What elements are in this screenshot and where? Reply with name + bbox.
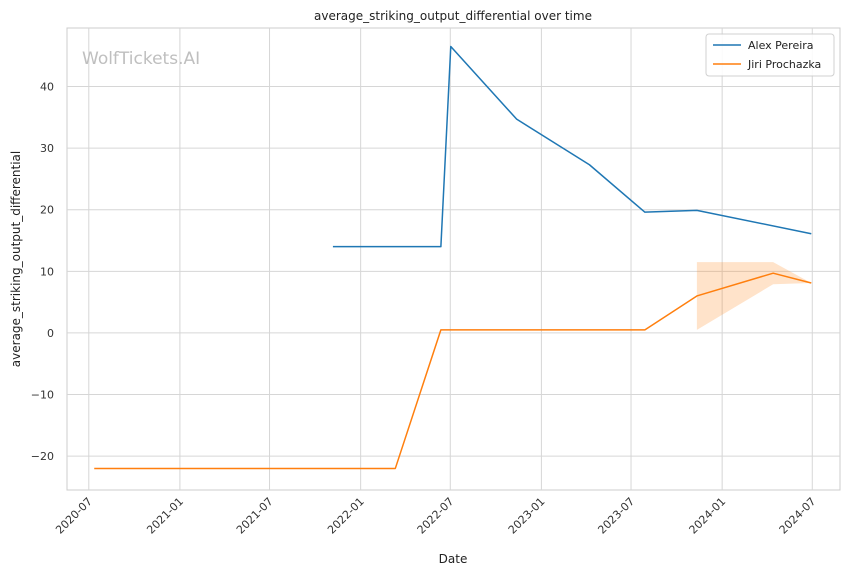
confidence-bands	[696, 262, 812, 330]
x-tick-label: 2023-01	[506, 495, 548, 537]
legend-label-alex-pereira: Alex Pereira	[748, 39, 814, 52]
confidence-band	[696, 262, 812, 330]
y-tick-label: 20	[40, 204, 54, 217]
x-axis-title: Date	[439, 552, 468, 566]
watermark: WolfTickets.AI	[82, 49, 200, 69]
y-tick-label: 30	[40, 142, 54, 155]
y-tick-label: 0	[47, 327, 54, 340]
y-tick-label: 40	[40, 81, 54, 94]
legend: Alex Pereira Jiri Prochazka	[705, 33, 835, 77]
legend-label-jiri-prochazka: Jiri Prochazka	[747, 58, 821, 71]
y-tick-label: 10	[40, 265, 54, 278]
series-lines	[94, 45, 812, 470]
y-tick-label: −10	[31, 389, 54, 402]
grid-lines	[67, 28, 840, 490]
x-tick-label: 2023-07	[595, 495, 637, 537]
x-tick-label: 2022-07	[415, 495, 457, 537]
x-tick-label: 2022-01	[325, 495, 367, 537]
x-tick-label: 2024-01	[687, 495, 729, 537]
x-tick-label: 2020-07	[53, 495, 95, 537]
y-tick-labels: −20 −10 0 10 20 30 40	[31, 81, 54, 464]
x-tick-label: 2024-07	[777, 495, 819, 537]
series-line	[332, 45, 812, 248]
x-tick-label: 2021-07	[234, 495, 276, 537]
x-tick-label: 2021-01	[144, 495, 186, 537]
chart-title: average_striking_output_differential ove…	[314, 9, 592, 23]
y-axis-title: average_striking_output_differential	[9, 151, 23, 367]
x-tick-labels: 2020-07 2021-01 2021-07 2022-01 2022-07 2023-…	[53, 495, 818, 537]
y-tick-label: −20	[31, 450, 54, 463]
plot-area	[66, 27, 841, 491]
